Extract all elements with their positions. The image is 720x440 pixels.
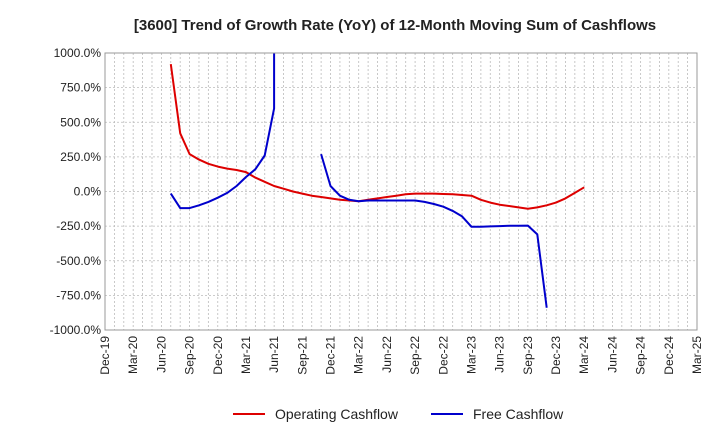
x-tick-label: Sep-24 [634, 336, 648, 375]
y-axis-ticks: 1000.0% 750.0% 500.0% 250.0% 0.0% -250.0% -500… [50, 46, 102, 337]
x-tick-label: Jun-23 [493, 336, 507, 373]
series-line [320, 153, 548, 308]
plot-frame [104, 52, 698, 331]
y-tick-label: -750.0% [56, 288, 101, 302]
x-tick-label: Dec-20 [211, 336, 225, 375]
x-tick-label: Sep-21 [295, 336, 309, 375]
y-tick-label: -250.0% [56, 219, 101, 233]
y-tick-label: -500.0% [56, 254, 101, 268]
x-tick-label: Dec-23 [549, 336, 563, 375]
x-tick-label: Jun-20 [154, 336, 168, 373]
y-tick-label: 0.0% [74, 185, 102, 199]
legend: Operating Cashflow Free Cashflow [233, 406, 564, 422]
y-tick-label: 250.0% [60, 150, 101, 164]
x-tick-label: Dec-24 [662, 336, 676, 375]
x-tick-label: Mar-21 [239, 336, 253, 374]
x-axis-ticks: Dec-19 Mar-20 Jun-20 Sep-20 Dec-20 Mar-21 Jun-… [98, 336, 704, 375]
series-layer [169, 53, 585, 308]
legend-label: Operating Cashflow [275, 406, 399, 422]
x-tick-label: Mar-24 [577, 336, 591, 374]
x-tick-label: Mar-22 [352, 336, 366, 374]
y-tick-label: 500.0% [60, 115, 101, 129]
x-tick-label: Mar-23 [464, 336, 478, 374]
x-tick-label: Sep-23 [521, 336, 535, 375]
grid [105, 52, 697, 331]
x-tick-label: Sep-20 [183, 336, 197, 375]
x-tick-label: Jun-22 [380, 336, 394, 373]
y-tick-label: 1000.0% [54, 46, 102, 60]
x-tick-label: Mar-25 [690, 336, 704, 374]
x-tick-label: Dec-21 [324, 336, 338, 375]
chart-title: [3600] Trend of Growth Rate (YoY) of 12-… [134, 17, 656, 34]
x-tick-label: Jun-21 [267, 336, 281, 373]
x-tick-label: Dec-22 [436, 336, 450, 375]
series-line [169, 53, 276, 210]
x-tick-label: Sep-22 [408, 336, 422, 375]
y-tick-label: -1000.0% [50, 323, 102, 337]
legend-label: Free Cashflow [473, 406, 564, 422]
x-tick-label: Jun-24 [605, 336, 619, 373]
x-tick-label: Dec-19 [98, 336, 112, 375]
series-line [169, 63, 585, 210]
x-tick-label: Mar-20 [126, 336, 140, 374]
y-tick-label: 750.0% [60, 81, 101, 95]
